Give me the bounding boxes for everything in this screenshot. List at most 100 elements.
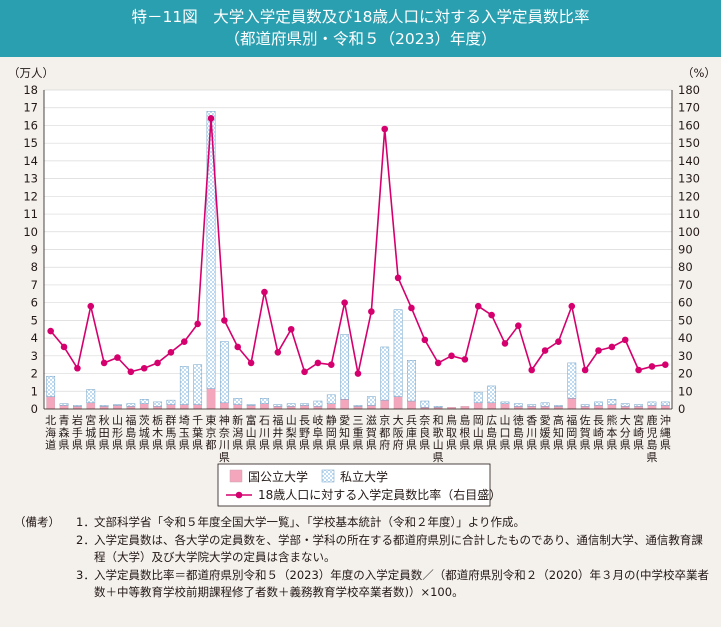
ratio-point: [87, 302, 95, 310]
category-label: 栃木県: [152, 413, 163, 452]
bar-public: [179, 404, 189, 410]
bar-private: [300, 403, 309, 406]
bar-private: [487, 385, 497, 404]
ratio-point: [287, 325, 295, 333]
bar-private: [380, 346, 390, 401]
bar-public: [500, 403, 510, 410]
left-tick-label: 12: [23, 189, 38, 203]
right-tick-label: 70: [678, 278, 693, 292]
ratio-point: [515, 322, 522, 330]
bar-private: [260, 398, 269, 404]
bar-private: [554, 405, 563, 407]
ratio-point: [474, 302, 482, 310]
category-label: 岩手県: [72, 413, 83, 452]
left-axis-unit: （万人）: [8, 66, 54, 80]
bar-public: [113, 405, 122, 410]
ratio-point: [488, 311, 495, 319]
category-label: 岐阜県: [312, 414, 323, 452]
bar-private: [393, 309, 403, 397]
category-label: 長野県: [299, 414, 310, 452]
bar-public: [567, 398, 577, 410]
bar-public: [473, 402, 483, 410]
left-tick-label: 17: [23, 101, 38, 115]
right-tick-label: 0: [678, 402, 685, 416]
bar-public: [487, 402, 496, 410]
right-tick-label: 110: [678, 207, 700, 221]
left-tick-label: 13: [23, 172, 38, 186]
category-label: 福島県: [125, 413, 136, 452]
left-tick-label: 18: [23, 83, 38, 97]
legend-swatch-point: [235, 491, 243, 499]
bar-private: [179, 366, 189, 405]
bar-private: [326, 394, 336, 404]
left-tick-label: 14: [23, 154, 38, 168]
ratio-point: [194, 320, 201, 328]
bar-private: [139, 399, 149, 404]
ratio-point: [114, 354, 121, 361]
bar-private: [660, 401, 670, 406]
figure-title: 特－11図 大学入学定員数及び18歳人口に対する入学定員数比率: [131, 8, 590, 26]
legend-label-public: 国公立大学: [248, 469, 308, 484]
bar-private: [153, 401, 162, 407]
right-tick-label: 50: [678, 313, 693, 327]
bar-private: [219, 341, 229, 404]
category-label: 宮崎県: [633, 413, 644, 452]
right-tick-label: 30: [678, 349, 693, 363]
category-label: 広島県: [486, 414, 497, 452]
category-label: 千葉県: [192, 414, 203, 452]
right-tick-label: 150: [678, 136, 700, 150]
left-tick-label: 1: [31, 384, 38, 398]
note-number: 1．: [76, 515, 95, 529]
left-tick-label: 8: [31, 260, 38, 274]
left-tick-label: 16: [23, 118, 38, 132]
bar-private: [366, 396, 376, 406]
bar-public: [393, 396, 403, 410]
bar-public: [367, 405, 376, 410]
category-label: 静岡県: [326, 413, 337, 452]
bar-private: [273, 404, 283, 407]
bar-public: [607, 404, 617, 410]
bar-private: [126, 403, 136, 407]
category-label: 東京都: [206, 414, 217, 452]
bar-public: [220, 402, 229, 410]
bar-private: [433, 406, 443, 408]
ratio-point: [60, 343, 68, 351]
bar-private: [86, 389, 96, 404]
category-label: 茨城県: [139, 413, 150, 452]
note-number: 2．: [76, 532, 95, 547]
chart-area: 0 0 1 10 2 20 3 30 4 40 5 50 6 60 7 70 8 80 9 90 10 100 11 110 1…: [0, 57, 721, 512]
bar-public: [206, 388, 216, 410]
ratio-point: [528, 366, 536, 374]
ratio-point: [381, 125, 389, 133]
right-tick-label: 90: [678, 243, 693, 257]
right-tick-label: 20: [678, 367, 693, 381]
category-label: 高知県: [553, 413, 564, 452]
ratio-point: [448, 352, 455, 360]
ratio-point: [541, 347, 549, 354]
ratio-point: [394, 274, 402, 282]
category-label: 大阪府: [393, 413, 404, 452]
category-label: 神奈川県: [219, 413, 230, 464]
right-tick-label: 60: [678, 296, 693, 310]
bar-public: [233, 404, 243, 410]
bar-private: [473, 391, 483, 404]
category-label: 石川県: [259, 414, 270, 452]
ratio-point: [100, 359, 108, 367]
bar-public: [647, 405, 657, 410]
category-label: 香川県: [526, 414, 537, 452]
left-tick-label: 11: [23, 207, 38, 221]
bar-private: [540, 402, 550, 407]
bar-public: [340, 399, 349, 410]
ratio-point: [635, 366, 642, 374]
bar-private: [500, 401, 510, 404]
category-label: 愛媛県: [540, 414, 551, 452]
category-label: 群馬県: [165, 413, 176, 452]
bar-private: [233, 398, 243, 405]
right-tick-label: 120: [678, 189, 700, 203]
bar-private: [634, 404, 643, 407]
note-text: 文部科学省「令和５年度全国大学一覧」、「学校基本統計（令和２年度）」より作成。: [94, 515, 526, 529]
category-label: 滋賀県: [366, 414, 377, 452]
category-label: 山口県: [499, 414, 510, 452]
ratio-point: [140, 364, 148, 372]
